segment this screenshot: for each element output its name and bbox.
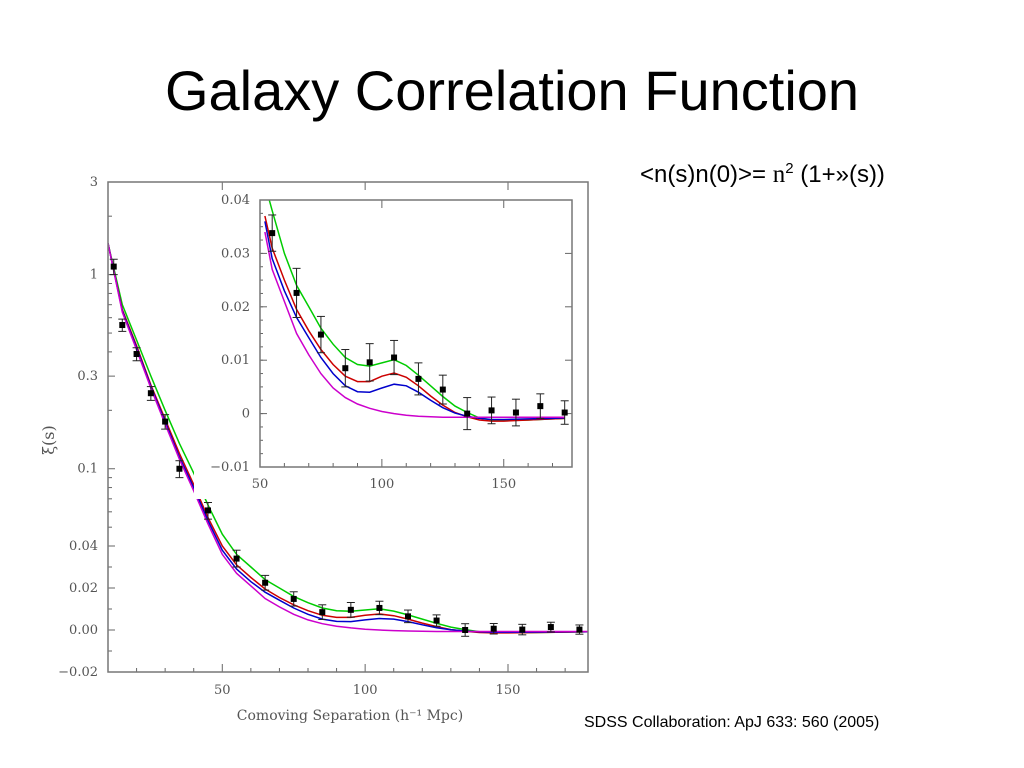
data-point xyxy=(133,351,140,358)
inset-data-point xyxy=(366,359,373,366)
data-point xyxy=(290,595,297,602)
data-point xyxy=(162,418,169,425)
y-tick-label: 0.00 xyxy=(69,623,98,638)
y-tick-label: 0.1 xyxy=(77,462,98,477)
inset-frame xyxy=(259,199,573,468)
x-tick-label: 150 xyxy=(496,683,521,698)
data-point xyxy=(576,626,583,633)
citation: SDSS Collaboration: ApJ 633: 560 (2005) xyxy=(584,714,880,731)
inset-y-tick-label: 0.04 xyxy=(221,193,250,208)
y-tick-label: 3 xyxy=(90,175,98,190)
data-point xyxy=(262,579,269,586)
inset-data-point xyxy=(439,386,446,393)
inset-x-tick-label: 50 xyxy=(252,477,269,492)
inset-model-curve xyxy=(264,221,565,421)
y-tick-label: 0.3 xyxy=(77,369,98,384)
formula-lhs: <n(s)n(0)>= xyxy=(640,161,773,188)
data-point xyxy=(119,322,126,329)
inset-data-point xyxy=(561,409,568,416)
data-point xyxy=(176,465,183,472)
inset-data-point xyxy=(512,409,519,416)
inset-model-curve xyxy=(264,215,565,422)
formula-exponent: 2 xyxy=(785,160,794,177)
data-point xyxy=(205,507,211,514)
data-point xyxy=(462,627,469,633)
data-point xyxy=(147,390,154,397)
inset-data-point xyxy=(488,407,495,414)
model-curve xyxy=(108,243,588,633)
y-tick-label: 0.02 xyxy=(69,581,98,596)
inset-data-point xyxy=(317,331,324,338)
y-tick-label: −0.02 xyxy=(58,665,98,680)
correlation-formula: <n(s)n(0)>= n2 (1+»(s)) xyxy=(640,160,885,189)
data-point xyxy=(405,613,411,620)
data-point xyxy=(110,263,117,270)
y-axis-label: ξ(s) xyxy=(39,425,58,455)
main-panel: 3 1 0.3 0.1 0.04 0.02 0.00 −0.02 50 100 150 xyxy=(58,175,589,698)
data-point xyxy=(319,609,326,616)
formula-nbar: n xyxy=(772,161,786,188)
inset-y-tick-label: 0.03 xyxy=(221,246,250,261)
inset-data-point xyxy=(293,289,300,296)
inset-data-point xyxy=(464,410,471,417)
x-tick-label: 100 xyxy=(353,683,378,698)
formula-rhs: (1+»(s)) xyxy=(793,161,885,188)
data-point xyxy=(519,626,526,633)
data-point xyxy=(433,617,440,624)
inset-x-tick-label: 150 xyxy=(491,477,516,492)
x-tick-label: 50 xyxy=(214,683,231,698)
x-axis-label: Comoving Separation (h⁻¹ Mpc) xyxy=(237,708,463,724)
inset-x-tick-label: 100 xyxy=(369,477,394,492)
inset-y-tick-label: 0 xyxy=(242,407,250,422)
inset-model-curve xyxy=(264,231,565,419)
inset-y-tick-label: −0.01 xyxy=(210,460,250,475)
inset-data-point xyxy=(391,354,398,361)
inset-data-point xyxy=(537,403,544,410)
inset-data-point xyxy=(415,375,422,382)
data-point xyxy=(547,624,554,631)
y-tick-label: 0.04 xyxy=(69,539,98,554)
data-point xyxy=(490,625,497,632)
inset-data-point xyxy=(269,230,276,237)
slide-title: Galaxy Correlation Function xyxy=(164,59,860,122)
inset-data-point xyxy=(342,365,349,372)
y-tick-label: 1 xyxy=(90,268,98,283)
data-point xyxy=(233,555,240,562)
data-point xyxy=(376,604,383,611)
main-frame xyxy=(107,181,589,673)
inset-y-tick-label: 0.01 xyxy=(221,353,250,368)
inset-background xyxy=(194,190,586,499)
inset-y-tick-label: 0.02 xyxy=(221,300,250,315)
data-point xyxy=(347,606,354,613)
